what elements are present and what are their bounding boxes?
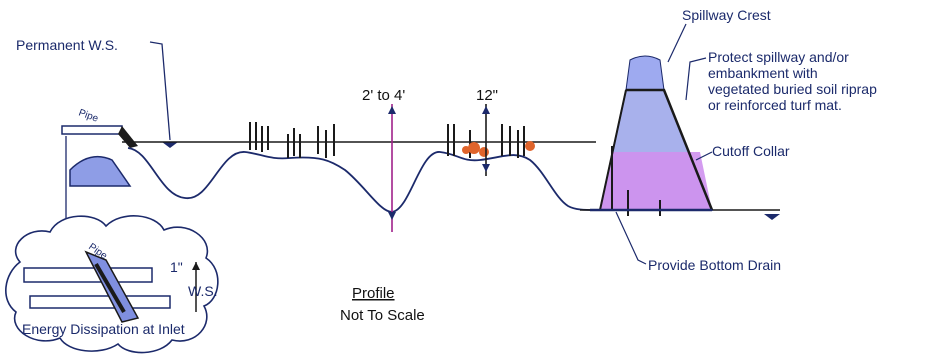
permanent-ws-label: Permanent W.S. — [16, 37, 118, 53]
embankment — [590, 55, 714, 216]
marsh-plants-right — [447, 124, 525, 158]
spillway-crest-label: Spillway Crest — [682, 7, 771, 23]
spillway-crest-leader — [667, 23, 687, 63]
svg-text:vegetated buried soil riprap: vegetated buried soil riprap — [708, 81, 877, 97]
pond-bottom-profile — [127, 147, 597, 213]
inlet-pipe — [61, 125, 123, 135]
depth-12-label: 12" — [476, 87, 498, 104]
svg-text:embankment with: embankment with — [708, 65, 818, 81]
cutoff-collar-label: Cutoff Collar — [712, 143, 790, 159]
tailwater-triangle-icon — [764, 214, 780, 220]
inset-pipe — [23, 267, 153, 283]
ws-triangle-icon — [162, 142, 178, 148]
not-to-scale-label: Not To Scale — [340, 307, 425, 324]
bottom-drain-leader — [615, 211, 647, 265]
energy-dissipation-inset: Pipe 1" W.S. Energy Dissipation at Inlet — [5, 136, 219, 354]
inset-ws-label: W.S. — [188, 283, 218, 299]
inset-one-inch-label: 1" — [170, 259, 183, 275]
svg-text:or reinforced turf mat.: or reinforced turf mat. — [708, 97, 842, 113]
protect-note: Protect spillway and/or embankment with … — [708, 49, 877, 113]
cutoff-collar-leader — [695, 151, 713, 161]
marsh-plants-left — [249, 122, 335, 158]
depth-range-label: 2' to 4' — [362, 87, 405, 104]
protect-note-leader — [685, 57, 707, 101]
inset-baffle — [29, 295, 171, 309]
inlet-structure: Pipe — [61, 107, 138, 187]
pipe-label: Pipe — [77, 107, 100, 124]
profile-title: Profile — [352, 285, 395, 302]
bottom-drain-label: Provide Bottom Drain — [648, 257, 781, 273]
svg-text:Protect spillway and/or: Protect spillway and/or — [708, 49, 849, 65]
inset-title: Energy Dissipation at Inlet — [22, 321, 185, 337]
permanent-ws-leader — [149, 41, 171, 141]
